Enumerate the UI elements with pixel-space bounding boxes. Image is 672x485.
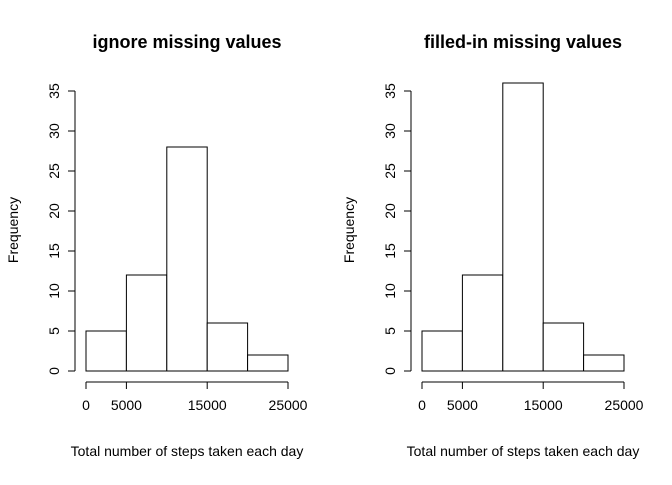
y-tick-label: 30 [382, 123, 398, 139]
histogram-bar [125, 274, 168, 372]
histogram-bar [206, 322, 249, 372]
y-tick-label: 0 [46, 367, 62, 375]
y-tick-label: 35 [46, 83, 62, 99]
histogram-bar [542, 322, 585, 372]
y-tick-label: 20 [46, 203, 62, 219]
histogram-bar [583, 354, 625, 372]
histogram-bar [461, 274, 504, 372]
x-axis-label: Total number of steps taken each day [407, 443, 640, 459]
x-tick-label: 15000 [188, 397, 227, 413]
histogram-bar [247, 354, 289, 372]
y-tick-label: 5 [46, 327, 62, 335]
y-tick-label: 10 [46, 283, 62, 299]
y-tick-label: 15 [382, 243, 398, 259]
histogram-bar [421, 330, 463, 372]
y-tick-label: 15 [46, 243, 62, 259]
chart-title: filled-in missing values [424, 32, 622, 52]
y-tick-label: 10 [382, 283, 398, 299]
x-axis-label: Total number of steps taken each day [71, 443, 304, 459]
y-tick-label: 20 [382, 203, 398, 219]
x-tick-label: 0 [82, 397, 90, 413]
y-tick-label: 35 [382, 83, 398, 99]
y-tick-label: 30 [46, 123, 62, 139]
x-tick-label: 0 [418, 397, 426, 413]
y-tick-label: 25 [46, 163, 62, 179]
chart-title: ignore missing values [92, 32, 281, 52]
x-tick-label: 25000 [269, 397, 308, 413]
y-tick-label: 25 [382, 163, 398, 179]
histogram-bar [85, 330, 127, 372]
plot-area: 0 5 10 15 20 25 30 35 0 5000 15000 25000 [46, 83, 308, 413]
plot-area: 0 5 10 15 20 25 30 35 0 5000 15000 25000 [382, 82, 644, 413]
y-tick-label: 5 [382, 327, 398, 335]
histogram-panel-ignore: ignore missing values Frequency Total nu… [5, 32, 308, 459]
y-axis-label: Frequency [341, 197, 357, 263]
histogram-bar [502, 82, 544, 372]
histogram-bar [166, 146, 208, 372]
histogram-panel-filled: filled-in missing values Frequency Total… [341, 32, 644, 459]
x-tick-label: 5000 [111, 397, 142, 413]
x-tick-label: 25000 [605, 397, 644, 413]
y-tick-label: 0 [382, 367, 398, 375]
x-tick-label: 15000 [524, 397, 563, 413]
y-axis-label: Frequency [5, 197, 21, 263]
x-tick-label: 5000 [447, 397, 478, 413]
